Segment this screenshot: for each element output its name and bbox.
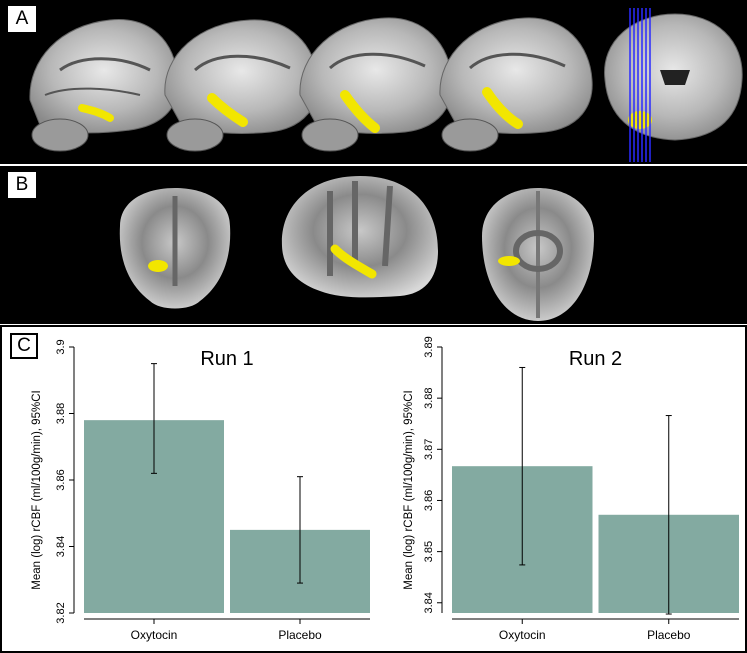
chart-run-2: Run 2 3.84 3.85 3.86 3.87 3.88 3.89 Mean (log) … xyxy=(403,336,739,642)
y-tick-label: 3.86 xyxy=(423,490,435,511)
y-tick-label: 3.84 xyxy=(423,592,435,613)
yellow-roi-b3 xyxy=(498,256,520,266)
y-axis-label: Mean (log) rCBF (ml/100g/min), 95%CI xyxy=(403,390,415,589)
y-tick-label: 3.9 xyxy=(55,339,67,354)
chart-title: Run 2 xyxy=(569,348,622,370)
y-axis-label: Mean (log) rCBF (ml/100g/min), 95%CI xyxy=(31,390,43,589)
yellow-roi-coronal xyxy=(628,111,652,129)
panel-c-bar-charts: C Run 1 3.82 3.84 3.86 3.88 3.9 Mean (log) rCB… xyxy=(0,325,747,653)
sagittal-perfusion-map xyxy=(281,176,438,298)
panel-c-label: C xyxy=(10,333,38,359)
y-tick-label: 3.88 xyxy=(55,403,67,424)
y-tick-label: 3.84 xyxy=(55,536,67,557)
yellow-roi-2 xyxy=(207,93,248,127)
panel-a-mri-slices: A xyxy=(0,0,747,164)
yellow-roi-1 xyxy=(78,104,114,122)
yellow-roi-3 xyxy=(340,90,380,133)
panel-b-label: B xyxy=(7,171,37,199)
y-tick-label: 3.88 xyxy=(423,387,435,408)
yellow-roi-b1 xyxy=(148,260,168,272)
sagittal-slice-4 xyxy=(439,17,593,152)
x-tick-label: Placebo xyxy=(647,628,691,642)
x-tick-label: Placebo xyxy=(278,628,322,642)
panel-a-brain-images xyxy=(29,8,743,162)
sagittal-slice-1 xyxy=(29,19,179,152)
slice-position-lines xyxy=(629,8,651,162)
y-tick-label: 3.85 xyxy=(423,541,435,562)
y-tick-label: 3.86 xyxy=(55,469,67,490)
yellow-roi-4 xyxy=(482,87,523,129)
yellow-roi-b2 xyxy=(330,244,377,279)
panel-b-rcbf-maps: B xyxy=(0,166,747,324)
axial-perfusion-map xyxy=(482,188,594,321)
sagittal-slice-2 xyxy=(164,19,319,152)
coronal-slice xyxy=(604,8,743,162)
y-tick-label: 3.82 xyxy=(55,602,67,623)
x-tick-label: Oxytocin xyxy=(131,628,178,642)
x-tick-label: Oxytocin xyxy=(499,628,546,642)
panel-a-label: A xyxy=(7,5,37,33)
sagittal-slice-3 xyxy=(299,17,453,152)
y-tick-label: 3.89 xyxy=(423,336,435,357)
panel-b-perfusion-images xyxy=(119,176,594,321)
y-tick-label: 3.87 xyxy=(423,439,435,460)
chart-run-1: Run 1 3.82 3.84 3.86 3.88 3.9 Mean (log) rCBF … xyxy=(31,339,370,642)
coronal-perfusion-map xyxy=(119,188,231,309)
chart-title: Run 1 xyxy=(200,348,253,370)
